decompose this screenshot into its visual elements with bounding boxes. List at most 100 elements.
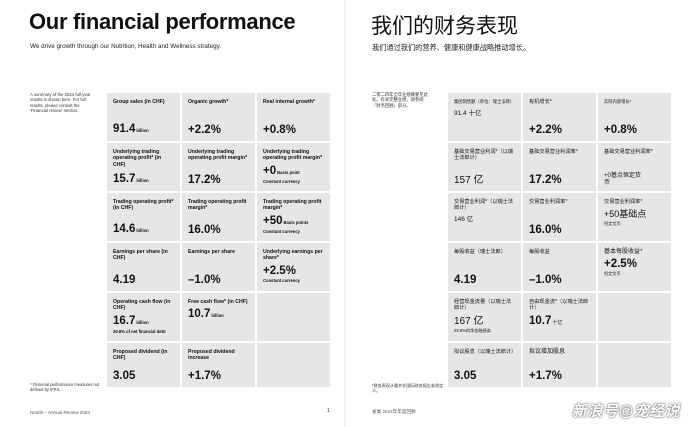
metric-cell: Trading operating profit margin* +50Basi… [257,193,330,241]
metric-value: +0.8% [604,124,637,136]
metric-label: 交易营业利润率* [604,199,643,205]
metric-cell: 基础交易营业利润率* 17.2% [523,143,596,191]
metric-label: Earnings per share [188,249,235,255]
metric-value: +50Basis points [263,214,309,227]
metric-cell: Underlying trading operating profit marg… [182,143,255,191]
metric-label: 有机增长* [529,99,552,105]
metric-value: 146 亿 [454,215,474,223]
footnote: *财务表现计量并非国际财务报告准则定义。 [372,383,444,394]
metric-label: 自由现金流*（以瑞士法郎计） [529,299,589,312]
watermark: 新浪号@宠经说 [571,403,680,420]
metric-label: 拟议增加股息 [529,349,566,355]
metric-value: 167 亿 [454,315,484,327]
metric-label: Free cash flow* (in CHF) [188,299,248,305]
metric-value: 17.2% [529,174,562,186]
metric-label: 交易营业利润率* [529,199,568,205]
metric-value: –1.0% [188,274,221,286]
metric-cell: Real internal growth* +0.8% [257,93,330,141]
metric-label: Underlying trading operating profit* (in… [113,149,162,168]
metric-value: 157 亿 [454,175,484,186]
metric-label: 基础交易营业利润*（以瑞士法郎计） [454,149,514,162]
metric-value: +1.7% [529,370,562,382]
metric-cell: 交易营业利润率* 16.0% [523,193,596,241]
metric-label: 每股收益 [529,249,550,255]
page-number: 1 [327,408,330,414]
empty-cell [598,293,671,341]
metric-cell: Trading operating profit* (in CHF) 14.6b… [107,193,180,241]
page-subtitle: We drive growth through our Nutrition, H… [30,43,222,50]
metric-value: 10.7billion [188,308,224,321]
metric-label: Proposed dividend increase [188,349,235,362]
metric-cell: 交易营业利润率* +50基础点 恒定货币 [598,193,671,241]
metric-label: Earnings per share (in CHF) [113,249,168,262]
metric-label: Organic growth* [188,99,229,105]
metric-cell: 集团销售额（单位：瑞士法郎） 91.4 十亿 [448,93,521,141]
metric-cell: Organic growth* +2.2% [182,93,255,141]
metric-value: 91.4billion [113,123,149,135]
metric-value: 17.2% [188,174,221,186]
metric-label: Real internal growth* [263,99,315,105]
metrics-grid-cn: 集团销售额（单位：瑞士法郎） 91.4 十亿 有机增长* +2.2% 实际内部增… [448,93,671,387]
metric-label: 每股收益（瑞士法郎） [454,249,506,255]
metric-cell: 每股收益（瑞士法郎） 4.19 [448,243,521,291]
metric-cell: 拟议股息（以瑞士法郎计） 3.05 [448,343,521,387]
metric-value: +2.2% [188,124,221,136]
metric-label: 拟议股息（以瑞士法郎计） [454,349,517,355]
page-footer: Nestlé – Annual Review 2024 [30,410,91,415]
metric-note: 29.8%的净金融债务 [454,327,491,333]
metric-label: 经营现金流量（以瑞士法郎计） [454,299,512,312]
metric-cell: 有机增长* +2.2% [523,93,596,141]
metric-label: Trading operating profit margin* [263,199,322,212]
metric-cell: 基础交易营业利润*（以瑞士法郎计） 157 亿 [448,143,521,191]
empty-cell [598,343,671,387]
metric-cell: Group sales (in CHF) 91.4billion [107,93,180,141]
metric-label: Proposed dividend (in CHF) [113,349,168,362]
metric-cell: Earnings per share –1.0% [182,243,255,291]
metric-value: +1.7% [188,370,221,382]
metric-cell: Proposed dividend (in CHF) 3.05 [107,343,180,387]
metric-label: Trading operating profit* (in CHF) [113,199,174,212]
metric-note: Constant currency [263,277,300,283]
metric-note: 29.8% of net financial debt [113,328,166,334]
metric-value: +50基础点 [604,209,647,220]
chinese-page: 我们的财务表现 我们通过我们的营养、健康和健康战略推动增长。 二零二四年全年业绩… [346,0,690,427]
metric-label: 基本每股收益* [604,249,643,255]
metric-label: Underlying earnings per share* [263,249,323,262]
metric-cell: Underlying trading operating profit* (in… [107,143,180,191]
empty-cell [257,293,330,341]
page-title: 我们的财务表现 [371,15,518,38]
metric-cell: Proposed dividend increase +1.7% [182,343,255,387]
page-footer: 雀巢 2024年年度回顾 [372,409,416,414]
metric-value: 91.4 十亿 [454,110,482,118]
metric-label: 基础交易营业利润率* [529,149,578,155]
empty-cell [257,343,330,387]
metric-value: 14.6billion [113,223,149,235]
metric-value: 16.0% [529,224,562,236]
summary-note: 二零二四年全年业绩摘要见此处。有关完整业绩，请参阅「财务回顾」部分。 [372,92,428,108]
metric-note: 恒定货币 [604,221,621,227]
metric-cell: Operating cash flow (in CHF) 16.7billion… [107,293,180,341]
page-subtitle: 我们通过我们的营养、健康和健康战略推动增长。 [372,43,531,52]
metric-cell: 基础交易营业利润率* +0基点恒定货币 [598,143,671,191]
metric-value: 4.19 [454,274,477,286]
metric-value: 16.0% [188,224,221,236]
metric-label: Trading operating profit margin* [188,199,247,212]
metric-note: Constant currency [263,228,300,234]
metrics-grid-en: Group sales (in CHF) 91.4billion Organic… [107,93,330,387]
metric-note: 恒定货币 [604,271,621,277]
metric-value: +2.2% [529,124,562,136]
metric-cell: 实际内部增长* +0.8% [598,93,671,141]
metric-label: Operating cash flow (in CHF) [113,299,171,312]
metric-value: 15.7billion [113,173,149,185]
metric-value: +0基点恒定货币 [604,173,641,186]
metric-cell: 拟议增加股息 +1.7% [523,343,596,387]
summary-note: A summary of the 2024 full-year results … [30,92,91,113]
metric-cell: Trading operating profit margin* 16.0% [182,193,255,241]
metric-cell: Free cash flow* (in CHF) 10.7billion [182,293,255,341]
metric-value: +2.5% [263,264,296,277]
metric-value: 3.05 [454,370,477,382]
metric-note: Constant currency [263,178,300,184]
metric-label: Group sales (in CHF) [113,99,165,105]
metric-cell: 交易营业利润*（以瑞士法郎计） 146 亿 [448,193,521,241]
metric-label: 实际内部增长* [604,99,632,104]
